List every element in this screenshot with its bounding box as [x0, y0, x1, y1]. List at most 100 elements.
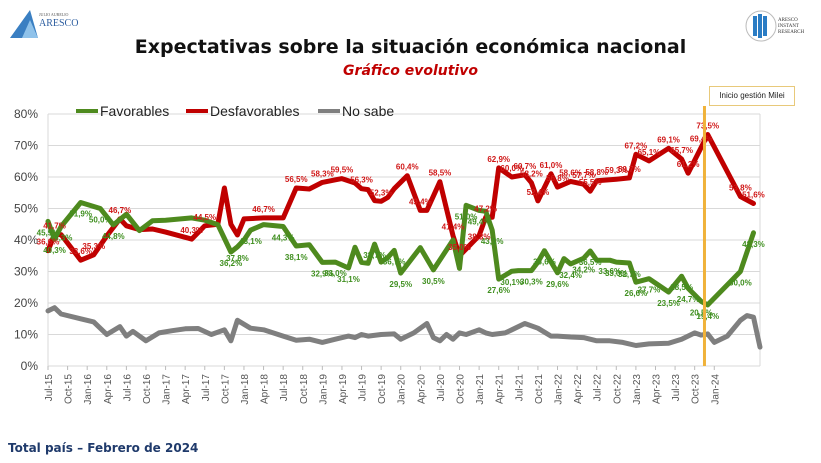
x-tick-label: Oct-22: [612, 374, 623, 404]
data-label: 32,4%: [559, 271, 582, 280]
data-label: 65,7%: [670, 146, 693, 155]
x-tick-label: Apr-19: [338, 374, 349, 404]
data-label: 38,3%: [468, 232, 491, 241]
x-tick-label: Jan-21: [475, 374, 486, 405]
x-tick-label: Oct-21: [534, 374, 545, 404]
data-label: 34,2%: [572, 265, 595, 274]
data-label: 57,7%: [572, 171, 595, 180]
x-tick-label: Oct-16: [142, 374, 153, 404]
data-label: 36,6%: [533, 258, 556, 267]
y-tick-label: 70%: [14, 139, 38, 153]
y-tick-label: 40%: [14, 233, 38, 247]
x-tick-label: Jul-23: [671, 374, 682, 402]
data-label: 28,5%: [670, 283, 693, 292]
data-label: 60,4%: [396, 163, 419, 172]
data-label: 43,1%: [239, 237, 262, 246]
data-label: 43,1%: [481, 237, 504, 246]
data-label: 61,2%: [677, 160, 700, 169]
x-tick-label: Apr-18: [260, 374, 271, 404]
x-tick-label: Jan-23: [632, 374, 643, 405]
data-label: 29,5%: [389, 280, 412, 289]
data-label: 55,5%: [579, 178, 602, 187]
data-label: 27,6%: [487, 286, 510, 295]
x-tick-label: Jul-15: [44, 374, 55, 402]
data-label: 30,3%: [520, 278, 543, 287]
y-tick-label: 10%: [14, 328, 38, 342]
data-label: 51,9%: [69, 210, 92, 219]
data-label: 31,1%: [337, 275, 360, 284]
x-tick-label: Jan-18: [240, 374, 251, 405]
x-tick-label: Jan-17: [162, 374, 173, 405]
data-label: 51,0%: [455, 212, 478, 221]
data-label: 51,6%: [742, 190, 765, 199]
data-label: 69,1%: [657, 135, 680, 144]
data-label: 32,7%: [618, 270, 641, 279]
x-tick-label: Jul-22: [593, 374, 604, 402]
logo-left-top: JULIO AURELIO: [39, 12, 69, 17]
data-label: 40,3%: [43, 246, 66, 255]
x-tick-label: Oct-15: [64, 374, 75, 404]
x-tick-label: Jan-24: [710, 374, 721, 405]
data-label: 42,3%: [742, 240, 765, 249]
x-tick-label: Jan-20: [397, 374, 408, 405]
series-line-favorables: [45, 200, 756, 308]
data-label: 58,3%: [311, 169, 334, 178]
x-tick-label: Oct-18: [299, 374, 310, 404]
x-tick-label: Jul-18: [279, 374, 290, 402]
data-label: 59,5%: [331, 166, 354, 175]
logo-right-line-1: ARESCO: [778, 18, 798, 23]
y-tick-label: 60%: [14, 170, 38, 184]
data-label: 58,2%: [520, 170, 543, 179]
data-label: 53,8%: [729, 184, 752, 193]
data-label: 56,8%: [546, 174, 569, 183]
x-tick-label: Apr-22: [573, 374, 584, 404]
x-tick-label: Apr-20: [416, 374, 427, 404]
data-label: 59,3%: [605, 166, 628, 175]
x-tick-label: Jul-16: [122, 374, 133, 402]
data-label: 23,5%: [657, 299, 680, 308]
data-label: 46,7%: [252, 205, 275, 214]
x-tick-label: Jul-20: [436, 374, 447, 402]
data-label: 27,7%: [638, 286, 661, 295]
data-label: 56,5%: [285, 175, 308, 184]
data-label: 41,7%: [43, 222, 66, 231]
y-tick-label: 80%: [14, 107, 38, 121]
x-tick-label: Apr-21: [495, 374, 506, 404]
logo-right-line-2: INSTANT: [778, 24, 799, 29]
series-line-desfavorables: [45, 132, 756, 263]
logo-right-line-3: RESEARCH: [778, 30, 805, 35]
data-label: 19,4%: [696, 312, 719, 321]
data-label: 44,8%: [102, 232, 125, 241]
series-lines: [45, 132, 763, 350]
data-label: 58,8%: [585, 168, 608, 177]
data-label: 38,7%: [363, 251, 386, 260]
data-label: 52,4%: [527, 188, 550, 197]
x-tick-label: Jul-19: [358, 374, 369, 402]
x-tick-label: Oct-19: [377, 374, 388, 404]
data-label: 47,2%: [474, 204, 497, 213]
data-label: 65,1%: [638, 148, 661, 157]
data-label: 29,6%: [546, 280, 569, 289]
data-label: 20,5%: [690, 308, 713, 317]
data-label: 44,3%: [272, 233, 295, 242]
data-label: 58,5%: [429, 169, 452, 178]
data-label: 61,0%: [540, 161, 563, 170]
data-label: 44,3%: [50, 233, 73, 242]
x-axis: Jul-15 Oct-15 Jan-16 Apr-16 Jul-16 Oct-16 Jan-…: [44, 366, 721, 405]
data-label: 60,7%: [514, 162, 537, 171]
legend-label: Desfavorables: [210, 103, 300, 119]
data-label: 69,4%: [690, 134, 713, 143]
gridlines: [47, 113, 761, 367]
data-label: 32,9%: [311, 269, 334, 278]
data-label: 36,5%: [579, 258, 602, 267]
x-tick-label: Jan-22: [554, 374, 565, 405]
data-label: 56,3%: [350, 176, 373, 185]
data-label: 73,5%: [696, 121, 719, 130]
data-label: 33,0%: [324, 269, 347, 278]
data-label: 26,6%: [625, 289, 648, 298]
data-label: 33,6%: [598, 267, 621, 276]
x-tick-label: Apr-23: [651, 374, 662, 404]
data-label: 50,0%: [89, 216, 112, 225]
data-label: 40,3%: [180, 226, 203, 235]
